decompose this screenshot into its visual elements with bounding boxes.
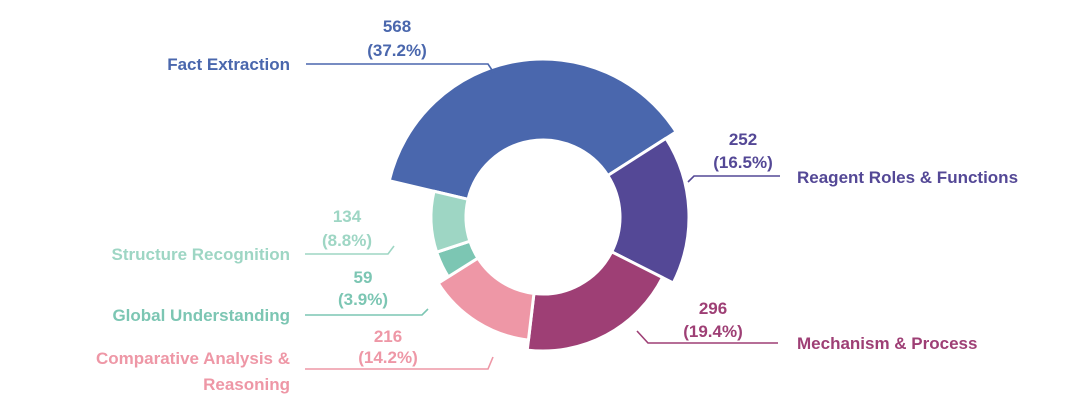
leader-line-fact-extraction — [306, 63, 495, 74]
percent-label-reagent-roles-and-functions: (16.5%) — [713, 153, 773, 172]
category-label-comparative-analysis-and-reasoning: Comparative Analysis & — [96, 349, 290, 368]
category-label-global-understanding: Global Understanding — [112, 306, 290, 325]
category-label-fact-extraction: Fact Extraction — [167, 55, 290, 74]
percent-label-fact-extraction: (37.2%) — [367, 41, 427, 60]
category-label-reagent-roles-and-functions: Reagent Roles & Functions — [797, 168, 1018, 187]
value-label-mechanism-and-process: 296 — [699, 299, 727, 318]
value-label-reagent-roles-and-functions: 252 — [729, 130, 757, 149]
leader-line-mechanism-and-process — [636, 330, 778, 344]
donut-slices — [387, 57, 691, 353]
slice-structure-recognition — [429, 189, 472, 254]
category-label-mechanism-and-process: Mechanism & Process — [797, 334, 977, 353]
percent-label-mechanism-and-process: (19.4%) — [683, 322, 743, 341]
slice-labels: 568 (37.2%) Fact Extraction 252 (16.5%) Reage… — [96, 17, 1018, 394]
slice-reagent-roles-and-functions — [606, 136, 691, 285]
leader-line-reagent-roles-and-functions — [687, 175, 780, 183]
slice-mechanism-and-process — [525, 250, 665, 353]
leader-line-structure-recognition — [305, 245, 395, 255]
leader-line-comparative-analysis-and-reasoning — [305, 356, 494, 370]
leader-lines — [305, 63, 780, 370]
slice-fact-extraction — [387, 57, 678, 201]
percent-label-structure-recognition: (8.8%) — [322, 231, 372, 250]
value-label-structure-recognition: 134 — [333, 207, 362, 226]
value-label-comparative-analysis-and-reasoning: 216 — [374, 327, 402, 346]
percent-label-comparative-analysis-and-reasoning: (14.2%) — [358, 348, 418, 367]
percent-label-global-understanding: (3.9%) — [338, 290, 388, 309]
category-label-structure-recognition: Structure Recognition — [111, 245, 290, 264]
value-label-global-understanding: 59 — [354, 268, 373, 287]
leader-line-global-understanding — [305, 308, 429, 316]
value-label-fact-extraction: 568 — [383, 17, 411, 36]
category-label-comparative-analysis-and-reasoning-line-2: Reasoning — [203, 375, 290, 394]
slice-comparative-analysis-and-reasoning — [436, 256, 536, 342]
